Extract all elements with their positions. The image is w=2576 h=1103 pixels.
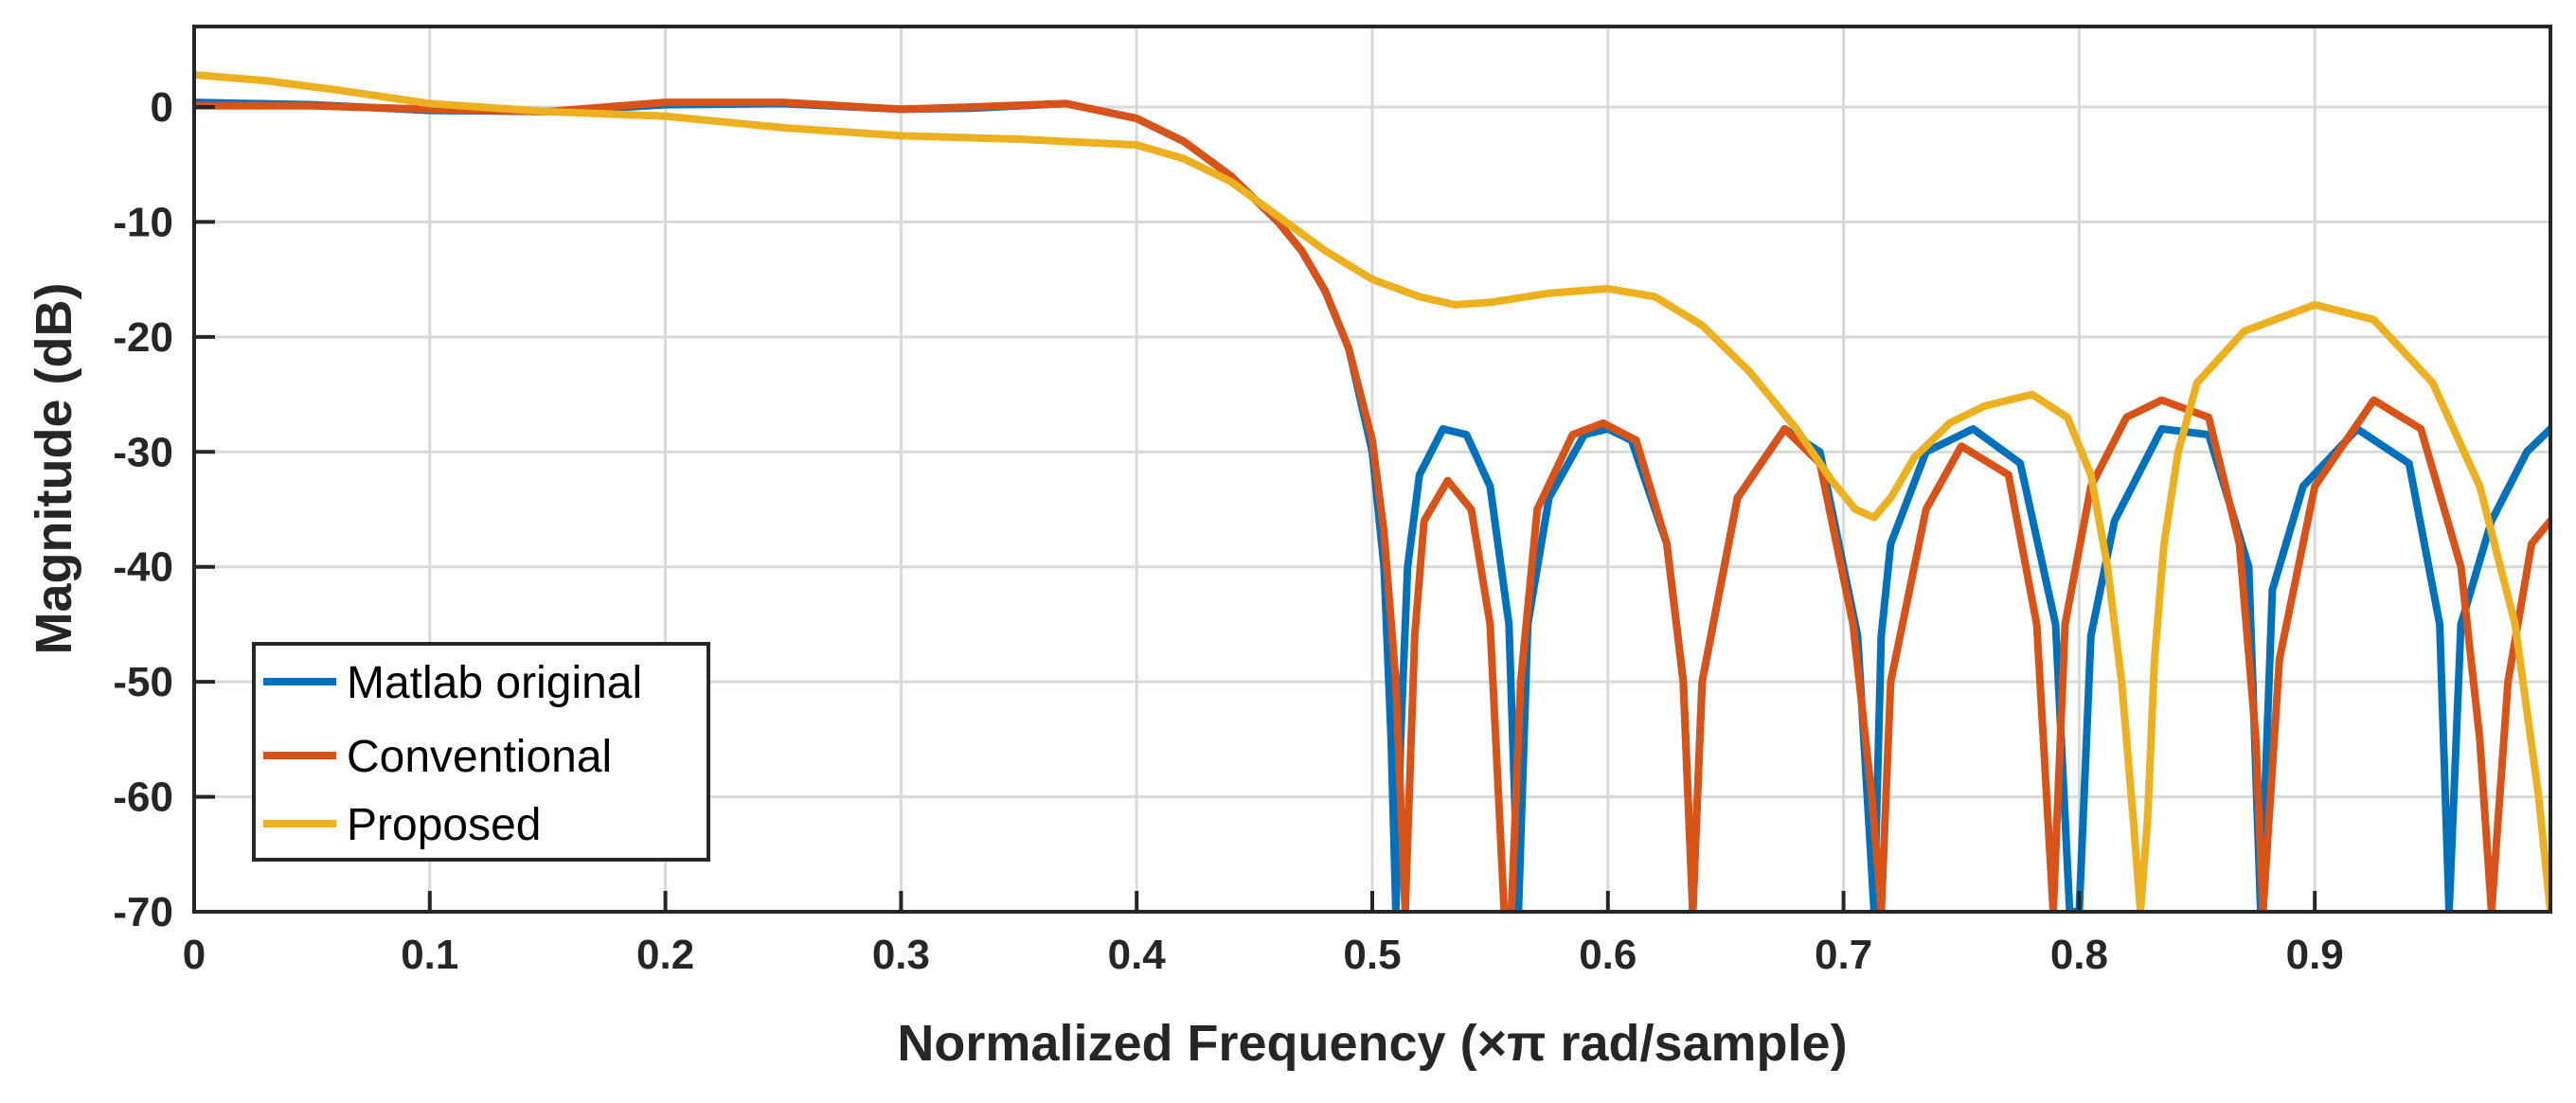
x-tick-label: 0.9 xyxy=(2286,932,2344,978)
legend-label: Matlab original xyxy=(347,658,642,708)
series-line-proposed xyxy=(194,71,2550,912)
legend-label: Conventional xyxy=(347,732,612,782)
y-tick-label: -10 xyxy=(113,199,173,245)
series-line-conventional xyxy=(194,98,2550,912)
x-tick-label: 0.3 xyxy=(872,932,930,978)
x-tick-label: 0.6 xyxy=(1579,932,1637,978)
y-tick-label: -30 xyxy=(113,429,173,475)
y-tick-label: 0 xyxy=(151,84,173,131)
y-axis-label: Magnitude (dB) xyxy=(26,283,82,655)
legend-label: Proposed xyxy=(347,800,541,850)
legend: Matlab original Conventional Proposed xyxy=(252,642,710,862)
x-axis-label: Normalized Frequency (×π rad/sample) xyxy=(897,1015,1847,1072)
series-lines xyxy=(194,71,2550,912)
y-tick-label: -40 xyxy=(113,544,173,591)
x-tick-label: 0.1 xyxy=(401,932,458,978)
y-tick-label: -60 xyxy=(113,774,173,821)
y-tick-label: -20 xyxy=(113,314,173,361)
y-tick-label: -50 xyxy=(113,659,173,705)
x-tick-label: 0.2 xyxy=(636,932,694,978)
x-tick-label: 0.8 xyxy=(2050,932,2108,978)
x-ticks: 0 0.1 0.2 0.3 0.4 0.5 0.6 0.7 0.8 0.9 xyxy=(183,891,2344,978)
x-grid xyxy=(428,27,2317,912)
x-tick-label: 0 xyxy=(183,932,206,978)
x-tick-label: 0.4 xyxy=(1108,932,1167,978)
x-tick-label: 0.5 xyxy=(1343,932,1401,978)
y-ticks: 0 -10 -20 -30 -40 -50 -60 -70 xyxy=(113,84,215,935)
x-tick-label: 0.7 xyxy=(1815,932,1872,978)
y-tick-label: -70 xyxy=(113,889,173,935)
